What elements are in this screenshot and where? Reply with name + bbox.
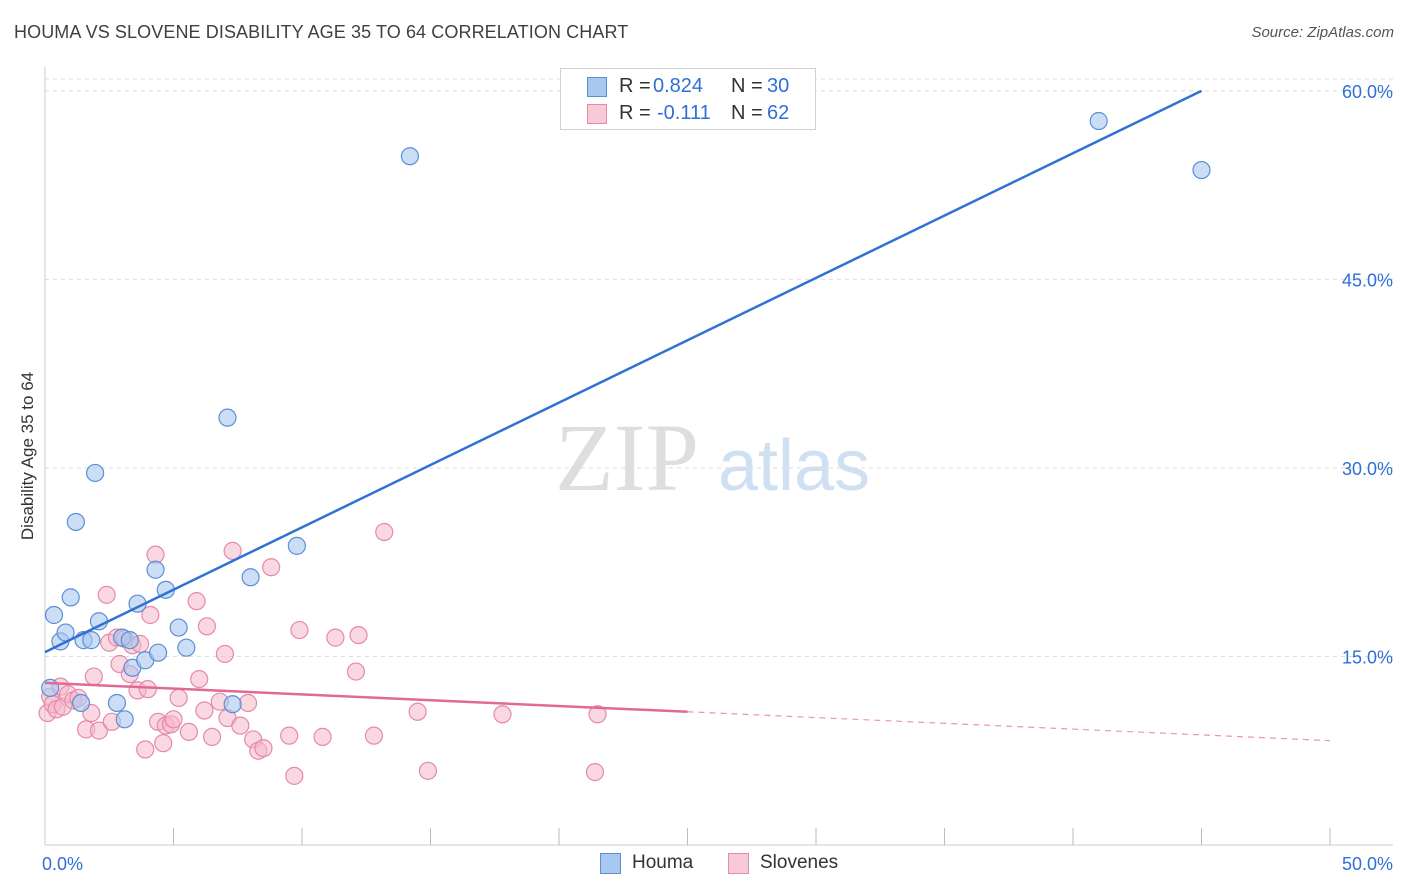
slovenes-point	[254, 739, 273, 758]
slovenes-point	[418, 761, 438, 780]
houma-point	[115, 710, 134, 729]
slovenes-point	[197, 617, 217, 636]
slovenes-swatch	[587, 104, 607, 124]
houma-point	[177, 638, 196, 657]
slovenes-point	[136, 740, 155, 759]
x-tick-label-max: 50.0%	[1342, 854, 1393, 874]
x-tick-label-min: 0.0%	[42, 854, 83, 874]
source-credit: Source: ZipAtlas.com	[1251, 24, 1394, 41]
slovenes-point	[164, 710, 183, 729]
houma-points	[41, 111, 1211, 729]
slovenes-n-value: 62	[767, 102, 790, 124]
slovenes-point	[84, 667, 103, 686]
chart-title: HOUMA VS SLOVENE DISABILITY AGE 35 TO 64…	[14, 22, 629, 42]
slovenes-point	[146, 545, 165, 564]
y-tick-label: 45.0%	[1342, 270, 1393, 290]
y-tick-label: 15.0%	[1342, 647, 1393, 667]
houma-trend-line	[44, 89, 1203, 654]
slovenes-point	[346, 662, 366, 681]
houma-point	[1089, 111, 1108, 131]
slovenes-point	[285, 766, 304, 785]
y-tick-label: 30.0%	[1342, 459, 1393, 479]
slovenes-point	[190, 669, 209, 689]
houma-point	[223, 695, 242, 714]
houma-point	[148, 643, 168, 662]
slovenes-point	[179, 722, 199, 741]
slovenes-point	[231, 716, 250, 735]
houma-point	[241, 568, 260, 587]
x-tick-labels: 0.0% 50.0%	[42, 854, 1393, 874]
correlation-legend: R = 0.824 N = 30 R = -0.111 N = 62	[560, 68, 816, 130]
slovenes-point	[313, 727, 332, 747]
slovenes-point	[408, 702, 427, 721]
trend-lines	[44, 89, 1331, 742]
slovenes-point	[364, 726, 384, 745]
slovenes-point	[349, 625, 368, 645]
houma-point	[120, 631, 139, 650]
slovenes-point	[141, 605, 160, 625]
slovenes-point	[154, 734, 173, 753]
slovenes-point	[493, 705, 512, 724]
houma-point	[107, 693, 127, 713]
slovenes-point	[280, 726, 299, 745]
legend-slovenes-swatch	[728, 853, 749, 874]
slovenes-n-label: N =	[731, 102, 763, 124]
slovenes-point	[326, 628, 345, 647]
legend-houma-swatch	[600, 853, 621, 874]
slovenes-point	[375, 522, 394, 542]
houma-swatch	[587, 77, 607, 97]
y-tick-label: 60.0%	[1342, 82, 1393, 102]
watermark-zip: ZIP	[555, 404, 699, 511]
slovenes-r-value: -0.111	[657, 102, 711, 124]
slovenes-point	[187, 592, 206, 611]
houma-point	[61, 588, 80, 607]
slovenes-point	[97, 585, 116, 604]
slovenes-point	[588, 705, 607, 724]
slovenes-points	[38, 522, 607, 785]
watermark-atlas: atlas	[718, 426, 870, 506]
houma-point	[71, 693, 91, 713]
slovenes-point	[138, 680, 157, 699]
slovenes-trend-extension	[687, 711, 1331, 742]
slovenes-point	[202, 727, 222, 747]
slovenes-point	[215, 644, 234, 664]
houma-point	[400, 147, 420, 166]
houma-point	[218, 408, 237, 427]
houma-n-label: N =	[731, 75, 763, 97]
slovenes-point	[89, 721, 109, 740]
houma-point	[169, 618, 188, 637]
slovenes-point	[223, 541, 242, 560]
houma-r-label: R =	[619, 75, 651, 97]
y-tick-labels: 15.0% 30.0% 45.0% 60.0%	[1342, 82, 1393, 668]
houma-point	[1192, 160, 1211, 180]
legend-slovenes-label: Slovenes	[760, 852, 839, 873]
legend-houma-label: Houma	[632, 852, 694, 873]
watermark: ZIP atlas	[555, 404, 870, 511]
slovenes-point	[262, 558, 281, 577]
houma-point	[44, 605, 64, 625]
houma-point	[287, 536, 306, 555]
houma-n-value: 30	[767, 75, 790, 97]
slovenes-point	[169, 688, 188, 708]
slovenes-trend-line	[44, 681, 688, 714]
slovenes-r-label: R =	[619, 102, 651, 124]
houma-r-value: 0.824	[653, 75, 704, 97]
slovenes-point	[195, 701, 214, 720]
slovenes-point	[290, 620, 309, 640]
houma-point	[66, 512, 85, 532]
houma-point	[146, 560, 165, 579]
houma-point	[82, 631, 101, 650]
houma-point	[86, 463, 105, 483]
slovenes-point	[585, 762, 605, 782]
slovenes-point	[238, 693, 258, 713]
